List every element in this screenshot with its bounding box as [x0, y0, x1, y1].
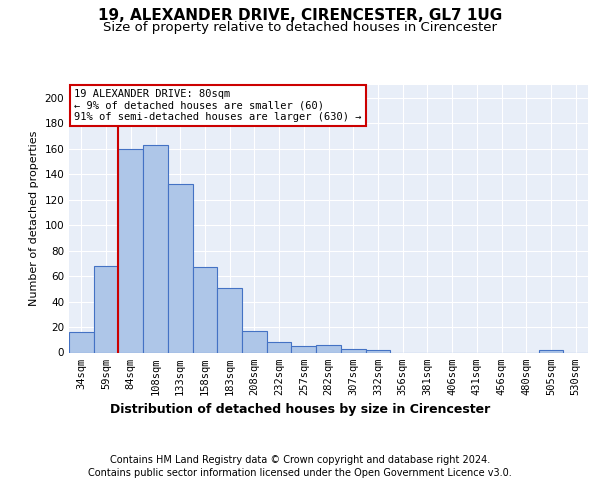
Bar [69, 332, 94, 352]
Bar [193, 267, 217, 352]
Bar [267, 342, 292, 352]
Bar [316, 345, 341, 352]
Bar [242, 331, 267, 352]
Bar [168, 184, 193, 352]
Text: Contains public sector information licensed under the Open Government Licence v3: Contains public sector information licen… [88, 468, 512, 477]
Bar [94, 266, 118, 352]
Bar [341, 348, 365, 352]
Text: 19 ALEXANDER DRIVE: 80sqm
← 9% of detached houses are smaller (60)
91% of semi-d: 19 ALEXANDER DRIVE: 80sqm ← 9% of detach… [74, 89, 362, 122]
Bar [217, 288, 242, 352]
Bar [118, 148, 143, 352]
Bar [539, 350, 563, 352]
Text: Contains HM Land Registry data © Crown copyright and database right 2024.: Contains HM Land Registry data © Crown c… [110, 455, 490, 465]
Bar [365, 350, 390, 352]
Text: Distribution of detached houses by size in Cirencester: Distribution of detached houses by size … [110, 402, 490, 415]
Bar [292, 346, 316, 352]
Text: 19, ALEXANDER DRIVE, CIRENCESTER, GL7 1UG: 19, ALEXANDER DRIVE, CIRENCESTER, GL7 1U… [98, 8, 502, 22]
Text: Size of property relative to detached houses in Cirencester: Size of property relative to detached ho… [103, 21, 497, 34]
Bar [143, 145, 168, 352]
Y-axis label: Number of detached properties: Number of detached properties [29, 131, 39, 306]
